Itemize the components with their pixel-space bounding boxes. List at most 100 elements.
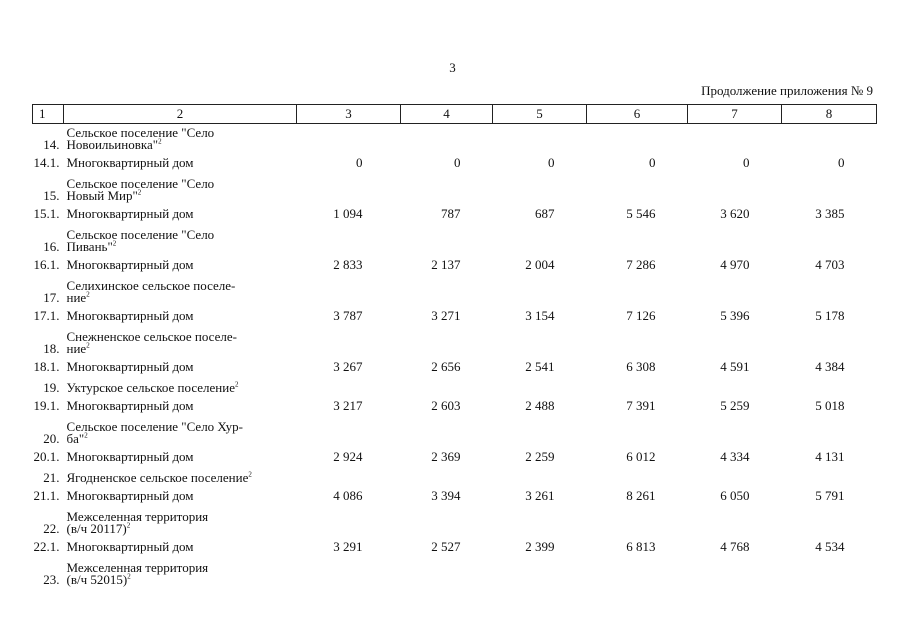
row-value-col-8 [782,379,877,394]
row-value-col-4 [401,508,493,535]
row-number: 19.1. [33,398,60,413]
row-value-col-3: 1 094 [333,206,363,221]
row-name-line: ние [66,341,87,356]
column-header-5: 5 [492,104,587,124]
row-name-line: Многоквартирный дом [66,257,194,272]
row-name: Многоквартирный дом [64,394,297,418]
row-value-col-6: 0 [649,155,656,170]
footnote-mark: 2 [127,572,131,581]
row-name: Сельское поселение "Село Пивань"2 [64,226,297,253]
row-value-col-4 [401,175,493,202]
row-name-line: Межселенная территория [66,560,209,575]
row-value-col-7 [688,226,782,253]
row-number: 14.1. [33,155,60,170]
continuation-caption: Продолжение приложения № 9 [701,83,873,98]
table-row: 18.1. Многоквартирный дом 3 267 2 656 2 541 6… [33,355,877,379]
row-name: Многоквартирный дом [64,535,297,559]
row-value-col-7: 3 620 [720,206,750,221]
row-value-col-8: 0 [838,155,845,170]
row-value-col-7: 4 768 [720,539,750,554]
row-name: Межселенная территория (в/ч 52015)2 [64,559,297,586]
row-number: 17.1. [33,308,60,323]
row-name-line: Многоквартирный дом [66,539,194,554]
row-value-col-6: 6 813 [626,539,656,554]
table-row: 19.1. Многоквартирный дом 3 217 2 603 2 488 7… [33,394,877,418]
row-name: Уктурское сельское поселение2 [64,379,297,394]
row-value-col-4 [401,559,493,586]
row-value-col-7: 0 [743,155,750,170]
table-row: 14.1. Многоквартирный дом 0 0 0 0 0 0 [33,151,877,175]
row-value-col-6: 6 012 [626,449,656,464]
row-value-col-5 [493,124,587,152]
row-name-line: Селихинское сельское поселе- [66,278,236,293]
row-number: 16.1. [33,257,60,272]
row-value-col-5: 687 [535,206,555,221]
header-row: 1 2 3 4 5 6 7 8 [32,104,877,124]
row-name: Многоквартирный дом [64,445,297,469]
row-value-col-3: 3 217 [333,398,363,413]
row-value-col-3 [297,175,401,202]
row-value-col-3 [297,508,401,535]
row-value-col-4 [401,277,493,304]
row-value-col-8 [782,124,877,152]
row-value-col-8 [782,328,877,355]
row-value-col-3: 0 [356,155,363,170]
row-name-line: ба" [66,431,85,446]
row-value-col-4 [401,469,493,484]
row-value-col-5: 3 154 [525,308,555,323]
row-value-col-8: 3 385 [815,206,845,221]
row-name: Снежненское сельское поселе-ние2 [64,328,297,355]
row-value-col-8: 4 384 [815,359,845,374]
row-name: Многоквартирный дом [64,304,297,328]
row-value-col-8: 4 534 [815,539,845,554]
row-value-col-4 [401,226,493,253]
row-value-col-7: 4 970 [720,257,750,272]
row-name-line: Уктурское сельское поселение [66,380,235,395]
row-value-col-7: 5 396 [720,308,750,323]
row-name-line: Пивань" [66,239,113,254]
row-value-col-5: 2 399 [525,539,555,554]
row-name-line: ние [66,290,87,305]
row-number: 15.1. [33,206,60,221]
row-value-col-3 [297,379,401,394]
row-name-line: Ягодненское сельское поселение [66,470,249,485]
footnote-mark: 2 [158,137,162,146]
row-value-col-4: 3 271 [431,308,461,323]
row-name-line: Многоквартирный дом [66,206,194,221]
row-value-col-8: 5 791 [815,488,845,503]
row-name: Сельское поселение "Село Новоильиновка"2 [64,124,297,151]
footnote-mark: 2 [126,521,131,530]
row-name-line: Сельское поселение "Село [66,125,215,140]
row-name: Многоквартирный дом [64,484,297,508]
row-name: Многоквартирный дом [64,253,297,277]
row-number: 23. [43,572,60,587]
row-value-col-6 [587,469,688,484]
table-row: 20.1. Многоквартирный дом 2 924 2 369 2 259 6… [33,445,877,469]
row-value-col-7 [688,508,782,535]
row-value-col-7 [688,418,782,445]
row-number: 16. [43,239,60,254]
footnote-mark: 2 [86,290,90,299]
row-name-line: (в/ч 52015) [66,572,128,587]
row-value-col-4: 3 394 [431,488,461,503]
row-value-col-5 [493,175,587,202]
table-row: 15.1. Многоквартирный дом 1 094 787 687 5 546… [33,202,877,226]
row-value-col-5 [493,226,587,253]
row-number: 19. [43,380,60,395]
row-value-col-4: 0 [454,155,461,170]
row-value-col-3 [297,226,401,253]
table-row: 16. Сельское поселение "Село Пивань"2 [33,226,877,253]
row-value-col-3: 2 833 [333,257,363,272]
row-number: 22. [43,521,60,536]
footnote-mark: 2 [86,341,90,350]
row-value-col-7 [688,277,782,304]
row-number: 15. [43,188,60,203]
row-value-col-6: 7 391 [626,398,656,413]
row-value-col-7 [688,328,782,355]
row-value-col-7 [688,379,782,394]
row-value-col-6 [587,226,688,253]
row-number: 18.1. [33,359,60,374]
row-value-col-5: 3 261 [525,488,555,503]
row-value-col-4: 2 137 [431,257,461,272]
row-value-col-7 [688,559,782,586]
